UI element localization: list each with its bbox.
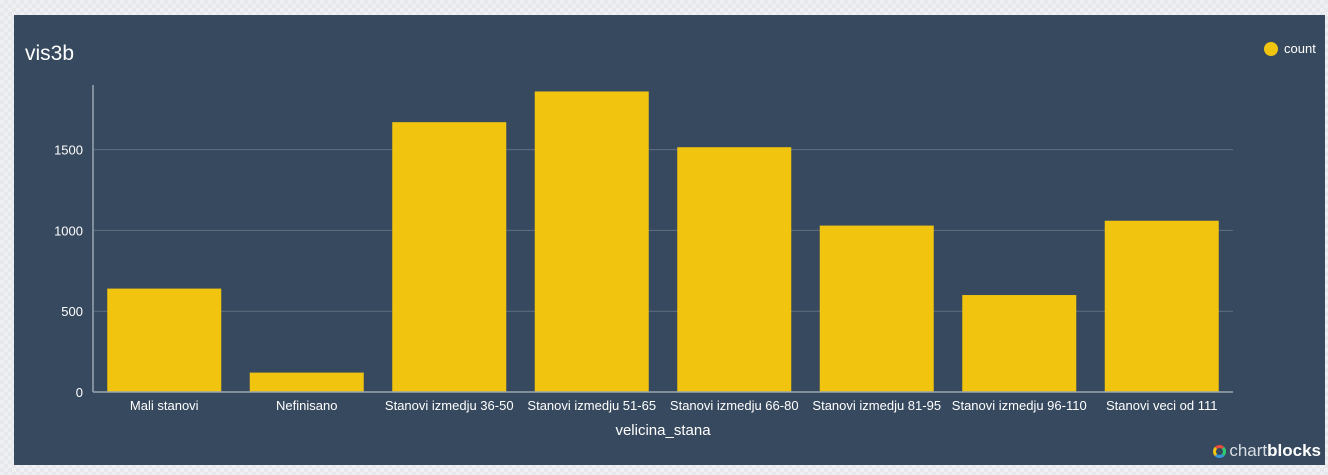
x-tick-label: Stanovi izmedju 51-65 xyxy=(527,398,656,413)
bar[interactable] xyxy=(1104,220,1219,392)
chart-legend[interactable]: count xyxy=(1264,41,1316,56)
chartblocks-logo-icon xyxy=(1213,444,1227,458)
brand-text-light: chart xyxy=(1229,441,1268,460)
legend-label: count xyxy=(1284,41,1316,56)
y-tick-label: 1000 xyxy=(54,223,83,238)
legend-swatch-icon xyxy=(1264,41,1278,56)
chart-title: vis3b xyxy=(25,42,75,65)
bar[interactable] xyxy=(819,225,934,392)
y-tick-label: 0 xyxy=(76,385,83,400)
bar[interactable] xyxy=(534,91,649,392)
axes xyxy=(92,85,1233,393)
y-tick-label: 1500 xyxy=(54,143,83,158)
bar-chart: 0 500 1000 1500 Mali stanovi Nefinisano Stanov… xyxy=(54,85,1233,439)
x-tick-label: Stanovi izmedju 36-50 xyxy=(385,398,514,413)
chartblocks-branding[interactable]: chartblocks xyxy=(1213,441,1321,461)
x-tick-label: Stanovi izmedju 81-95 xyxy=(812,398,941,413)
x-axis-title: velicina_stana xyxy=(615,422,711,439)
tick-labels: 0 500 1000 1500 Mali stanovi Nefinisano Stanov… xyxy=(54,143,1217,413)
bars xyxy=(107,91,1219,393)
x-tick-label: Stanovi izmedju 66-80 xyxy=(670,398,799,413)
x-tick-label: Stanovi veci od 111 xyxy=(1106,398,1218,413)
grid-lines xyxy=(93,149,1233,312)
bar[interactable] xyxy=(249,372,364,392)
chart-panel: vis3b count 0 500 1000 1500 Mali stanovi Nefi… xyxy=(14,15,1325,465)
y-tick-label: 500 xyxy=(61,304,83,319)
brand-text-bold: blocks xyxy=(1267,441,1321,460)
bar[interactable] xyxy=(677,147,792,392)
bar[interactable] xyxy=(107,288,222,392)
x-tick-label: Mali stanovi xyxy=(130,398,199,413)
bar[interactable] xyxy=(962,295,1077,392)
x-tick-label: Stanovi izmedju 96-110 xyxy=(952,398,1087,413)
x-tick-label: Nefinisano xyxy=(276,398,337,413)
bar[interactable] xyxy=(392,122,507,393)
